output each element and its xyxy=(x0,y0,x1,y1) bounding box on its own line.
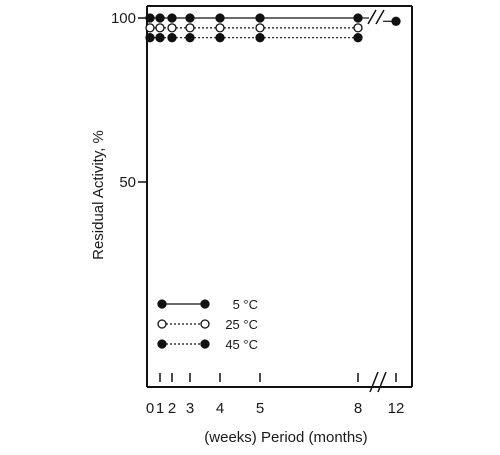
x-tick-label-3: 3 xyxy=(186,400,194,417)
data-point-1 xyxy=(391,16,401,26)
legend-marker xyxy=(157,339,167,349)
data-point-2 xyxy=(215,23,225,33)
legend-marker xyxy=(157,319,167,329)
x-tick-label-12: 12 xyxy=(388,400,405,417)
data-point-2 xyxy=(255,23,265,33)
data-point-2 xyxy=(353,23,363,33)
data-point-1 xyxy=(353,13,363,23)
x-tick-label-8: 8 xyxy=(354,400,362,417)
legend-marker xyxy=(200,299,210,309)
x-axis-break-mark xyxy=(369,371,379,393)
data-point-1 xyxy=(145,13,155,23)
data-point-1 xyxy=(255,13,265,23)
legend-marker xyxy=(200,319,210,329)
x-tick-label-1: 1 xyxy=(156,400,164,417)
data-point-1 xyxy=(155,13,165,23)
data-point-3 xyxy=(145,33,155,43)
data-point-1 xyxy=(167,13,177,23)
series-layer xyxy=(145,13,401,43)
data-point-2 xyxy=(145,23,155,33)
x-tick-label-4: 4 xyxy=(216,400,224,417)
y-axis-title: Residual Activity, % xyxy=(90,130,107,260)
legend-label: 5 °C xyxy=(233,297,258,312)
x-tick-label-2: 2 xyxy=(168,400,176,417)
data-point-3 xyxy=(167,33,177,43)
legend-label: 25 °C xyxy=(225,317,258,332)
legend-label: 45 °C xyxy=(225,337,258,352)
data-point-1 xyxy=(215,13,225,23)
legend-marker xyxy=(200,339,210,349)
x-tick-label-5: 5 xyxy=(256,400,264,417)
x-axis-break-mark xyxy=(377,371,387,393)
y-tick-label-100: 100 xyxy=(111,10,136,27)
x-tick-label-0: 0 xyxy=(146,400,154,417)
data-point-2 xyxy=(185,23,195,33)
legend: 5 °C 25 °C 45 °C xyxy=(157,297,258,352)
data-point-2 xyxy=(167,23,177,33)
data-point-3 xyxy=(185,33,195,43)
x-axis-title: (weeks) Period (months) xyxy=(204,429,367,446)
series-break-mark xyxy=(375,9,385,25)
y-tick-label-50: 50 xyxy=(119,174,136,191)
data-point-3 xyxy=(353,33,363,43)
legend-marker xyxy=(157,299,167,309)
data-point-3 xyxy=(215,33,225,43)
data-point-2 xyxy=(155,23,165,33)
chart-frame xyxy=(146,5,413,388)
data-point-3 xyxy=(155,33,165,43)
data-point-1 xyxy=(185,13,195,23)
data-point-3 xyxy=(255,33,265,43)
series-break-mark xyxy=(367,9,377,25)
